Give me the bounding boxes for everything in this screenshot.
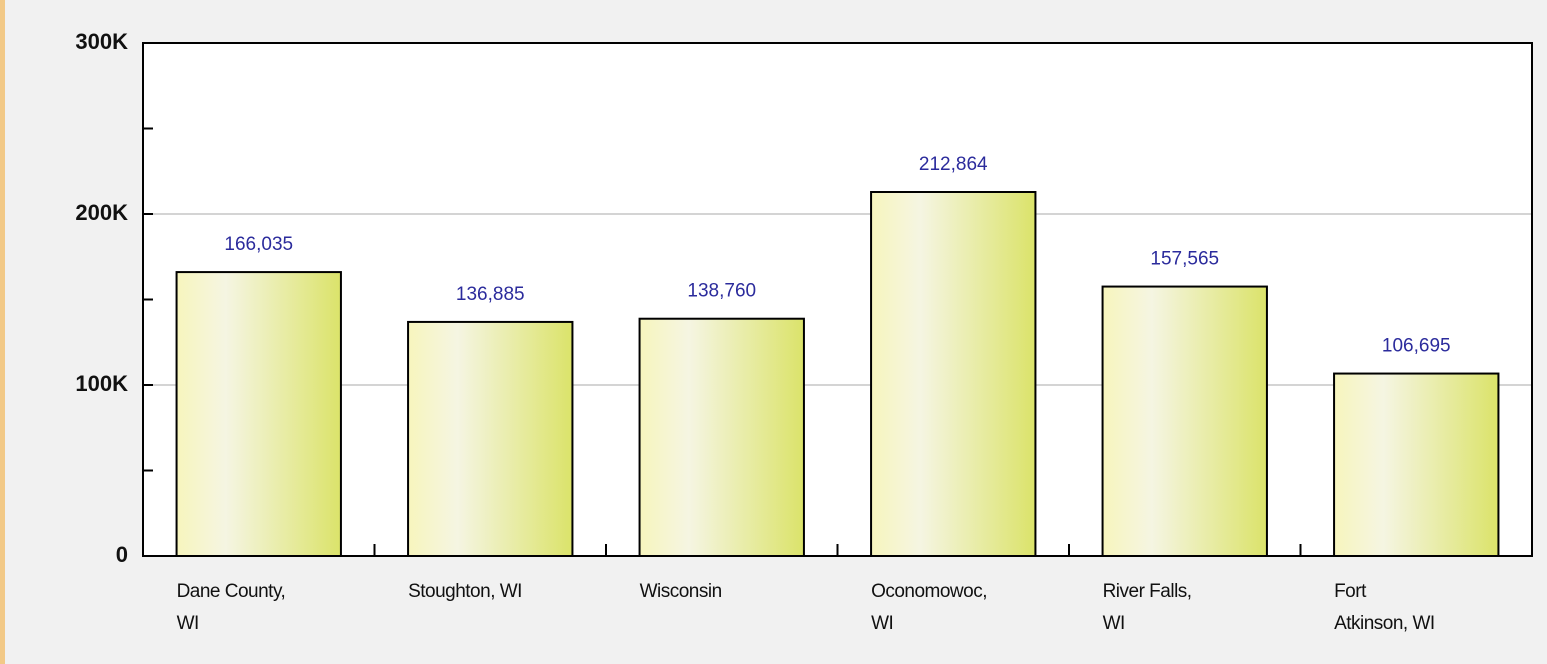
data-label: 136,885 [456,284,525,305]
bar [638,317,805,557]
y-tick-label: 0 [116,542,128,567]
data-label: 166,035 [224,234,293,255]
x-tick-label: Oconomowoc, WI [871,581,988,634]
plot-area [143,43,1532,556]
data-label: 157,565 [1150,249,1219,270]
x-tick-label: Wisconsin [639,581,723,602]
bar [870,191,1037,557]
y-tick-label: 200K [75,200,128,225]
y-tick-label: 100K [75,371,128,396]
data-label: 212,864 [919,154,988,175]
bar [1101,285,1268,557]
x-tick-label: River Falls, WI [1102,581,1193,634]
left-strip [0,0,5,664]
y-tick-label: 300K [75,29,128,54]
plot-frame [142,42,1533,557]
bar [407,320,574,557]
data-label: 106,695 [1382,336,1451,357]
data-label: 138,760 [687,281,756,302]
x-tick-label: Stoughton, WI [408,581,522,602]
x-tick-label: Dane County, WI [176,581,286,634]
x-tick-label: Fort Atkinson, WI [1334,581,1435,634]
bar [175,271,342,557]
bar [1333,372,1500,557]
